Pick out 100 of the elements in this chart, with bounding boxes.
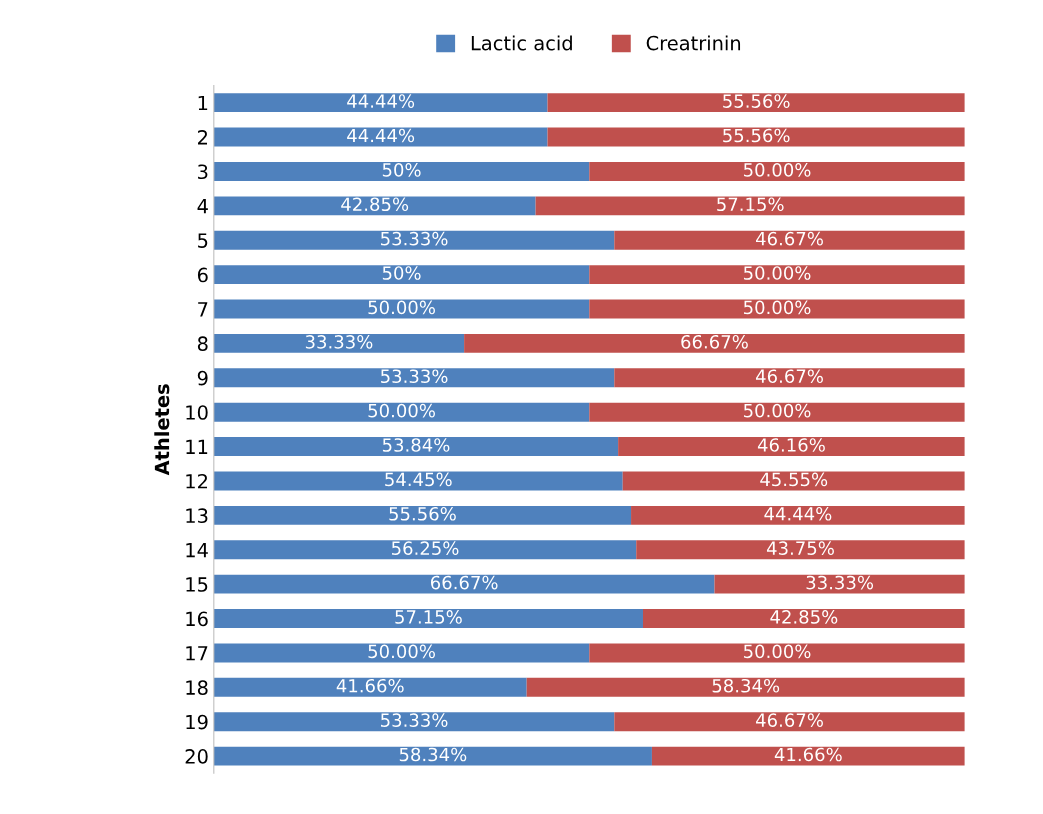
data-label: 50.00% (368, 300, 435, 315)
bar (589, 402, 965, 422)
y-tick-label: 14 (186, 542, 208, 558)
data-label: 56.25% (391, 541, 459, 555)
y-tick-label: 2 (198, 130, 208, 145)
y-axis-title: Athletes (154, 384, 170, 476)
data-label: 33.33% (305, 334, 373, 349)
data-label: 53.84% (382, 438, 450, 452)
data-label: 33.33% (806, 575, 874, 590)
bar (642, 609, 965, 628)
data-label: 50.00% (744, 403, 811, 418)
data-label: 46.67% (756, 231, 823, 246)
y-tick-label: 20 (185, 749, 208, 764)
data-label: 44.44% (347, 94, 415, 108)
data-label: 45.55% (760, 472, 828, 487)
bar (213, 230, 615, 250)
y-tick-label: 11 (186, 439, 208, 454)
bar (213, 127, 548, 147)
bar (213, 161, 590, 181)
data-label: 58.34% (399, 747, 467, 762)
bar (614, 368, 965, 388)
data-label: 53.33% (381, 231, 448, 246)
bar (614, 230, 965, 250)
bar (589, 299, 965, 319)
data-label: 50.00% (744, 644, 811, 659)
data-label: 46.67% (756, 713, 823, 727)
bar (213, 746, 652, 766)
y-tick-label: 8 (197, 336, 208, 352)
data-label: 55.56% (723, 128, 790, 143)
legend-label: Creatrinin (646, 35, 741, 51)
bar (651, 746, 965, 766)
bar (213, 93, 548, 113)
bar (636, 540, 965, 560)
bar (631, 505, 965, 525)
y-tick-label: 12 (186, 473, 208, 489)
y-tick-label: 13 (186, 508, 208, 524)
bar (547, 93, 965, 113)
bar (618, 437, 965, 457)
data-label: 66.67% (681, 334, 748, 349)
data-label: 46.67% (756, 369, 823, 384)
y-tick-label: 15 (186, 577, 208, 592)
y-tick-label: 7 (198, 302, 208, 317)
data-label: 42.85% (341, 197, 409, 212)
y-tick-label: 19 (186, 714, 208, 730)
data-label: 50.00% (744, 266, 811, 280)
bar (213, 505, 632, 525)
bar (535, 196, 965, 216)
data-label: 58.34% (712, 678, 780, 693)
bar (213, 471, 623, 491)
data-label: 41.66% (774, 747, 842, 762)
bar (547, 127, 965, 147)
data-label: 57.15% (717, 197, 784, 212)
bar (464, 333, 965, 353)
data-label: 54.45% (385, 472, 452, 487)
y-tick-label: 18 (186, 680, 208, 695)
y-tick-label: 10 (186, 405, 208, 420)
bar (213, 299, 590, 319)
bar (213, 574, 715, 594)
bar (614, 712, 965, 732)
data-label: 53.33% (381, 713, 448, 727)
data-label: 50% (382, 163, 421, 177)
data-label: 44.44% (764, 506, 832, 521)
bar (213, 677, 527, 697)
y-tick-label: 4 (197, 199, 208, 214)
data-label: 50% (382, 266, 421, 280)
bar (589, 643, 965, 663)
y-tick-label: 1 (198, 95, 208, 111)
y-tick-label: 9 (197, 370, 208, 386)
data-label: 50.00% (368, 644, 435, 659)
data-label: 44.44% (347, 128, 415, 143)
bar (213, 402, 590, 422)
y-tick-label: 16 (186, 611, 208, 627)
bar (213, 609, 643, 628)
data-label: 42.85% (770, 610, 838, 624)
bar (213, 196, 536, 216)
y-tick-label: 17 (186, 646, 208, 661)
legend-label: Lactic acid (471, 35, 572, 51)
bar (213, 540, 637, 560)
y-tick-label: 5 (198, 233, 208, 248)
data-label: 50.00% (744, 163, 811, 177)
bar (213, 333, 465, 353)
bar (589, 161, 965, 181)
data-label: 50.00% (368, 403, 435, 418)
data-label: 55.56% (389, 506, 456, 521)
data-label: 53.33% (381, 369, 448, 384)
y-tick-label: 3 (198, 164, 208, 180)
bar (714, 574, 965, 594)
data-label: 46.16% (757, 438, 825, 452)
data-label: 55.56% (723, 94, 790, 108)
bar (622, 471, 965, 491)
data-label: 66.67% (430, 575, 498, 590)
bar (526, 677, 965, 697)
data-label: 50.00% (744, 300, 811, 315)
bar (213, 437, 619, 457)
bar (213, 368, 615, 388)
data-label: 57.15% (395, 610, 462, 624)
bar (213, 643, 590, 663)
bar (213, 265, 590, 285)
bar (589, 265, 965, 285)
y-tick-label: 6 (197, 267, 208, 283)
